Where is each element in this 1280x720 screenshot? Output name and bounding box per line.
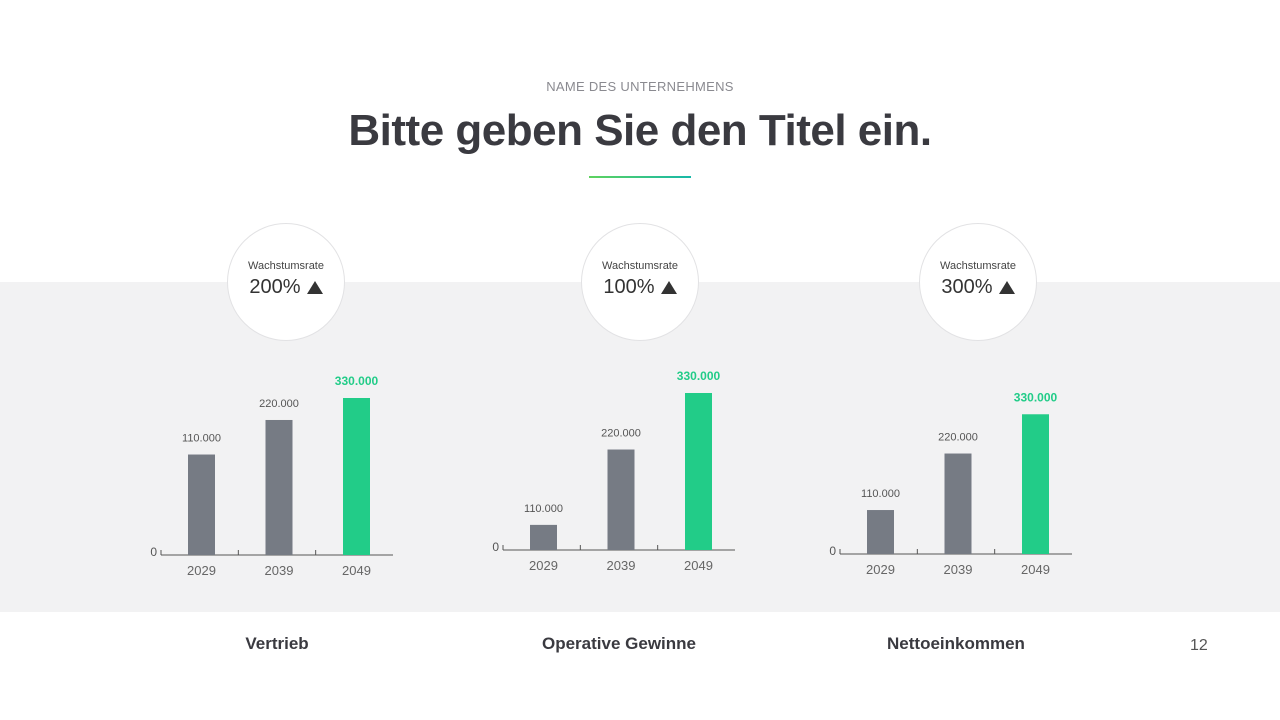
growth-badge: Wachstumsrate 100% — [581, 223, 699, 341]
growth-badge: Wachstumsrate 200% — [227, 223, 345, 341]
data-label: 330.000 — [677, 369, 721, 383]
chart-title: Vertrieb — [245, 634, 309, 653]
x-tick-label: 2049 — [1021, 562, 1050, 577]
data-label: 330.000 — [1014, 390, 1058, 404]
data-label: 220.000 — [601, 428, 641, 440]
x-tick-label: 2049 — [342, 563, 371, 578]
data-label: 330.000 — [335, 374, 379, 388]
bar — [188, 454, 215, 555]
page-number: 12 — [1190, 637, 1208, 654]
data-label: 220.000 — [259, 398, 299, 410]
bar — [867, 510, 894, 554]
chart-title: Operative Gewinne — [542, 634, 696, 653]
x-tick-label: 2039 — [265, 563, 294, 578]
data-label: 220.000 — [938, 432, 978, 444]
x-tick-label: 2029 — [529, 558, 558, 573]
zero-label: 0 — [829, 544, 836, 558]
growth-value: 200% — [249, 276, 301, 298]
growth-label: Wachstumsrate — [939, 260, 1016, 272]
x-tick-label: 2029 — [866, 562, 895, 577]
growth-label: Wachstumsrate — [601, 260, 678, 272]
data-label: 110.000 — [861, 488, 900, 500]
company-name: NAME DES UNTERNEHMENS — [546, 79, 734, 94]
triangle-up-icon — [660, 281, 677, 294]
bar — [685, 393, 712, 550]
x-tick-label: 2029 — [187, 563, 216, 578]
bar — [343, 398, 370, 555]
x-tick-label: 2039 — [944, 562, 973, 577]
growth-value: 100% — [603, 276, 655, 298]
x-tick-label: 2039 — [607, 558, 636, 573]
page-title: Bitte geben Sie den Titel ein. — [348, 106, 932, 155]
data-label: 110.000 — [524, 503, 563, 515]
bar — [530, 524, 557, 550]
growth-badge: Wachstumsrate 300% — [919, 223, 1037, 341]
growth-label: Wachstumsrate — [247, 260, 324, 272]
bar — [265, 419, 293, 555]
triangle-up-icon — [306, 281, 323, 294]
chart-title: Nettoeinkommen — [887, 634, 1025, 653]
zero-label: 0 — [492, 540, 499, 554]
zero-label: 0 — [150, 545, 157, 559]
bar — [1022, 414, 1049, 554]
growth-value: 300% — [941, 276, 993, 298]
data-label: 110.000 — [182, 433, 221, 445]
triangle-up-icon — [998, 281, 1015, 294]
bar — [607, 449, 635, 550]
x-tick-label: 2049 — [684, 558, 713, 573]
bar — [944, 453, 972, 554]
title-underline — [589, 176, 691, 178]
